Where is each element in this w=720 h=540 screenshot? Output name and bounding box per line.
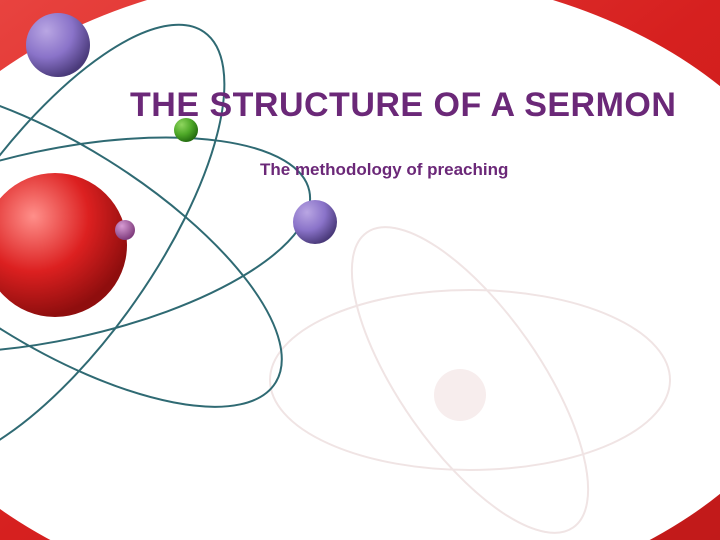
slide-title: THE STRUCTURE OF A SERMON bbox=[130, 86, 676, 125]
background-art bbox=[0, 0, 720, 540]
purple-electron bbox=[26, 13, 90, 77]
ghost-sphere bbox=[434, 369, 486, 421]
purple-electron bbox=[293, 200, 337, 244]
nucleus-small-spot bbox=[115, 220, 135, 240]
slide-subtitle: The methodology of preaching bbox=[260, 160, 508, 180]
slide: THE STRUCTURE OF A SERMON The methodolog… bbox=[0, 0, 720, 540]
